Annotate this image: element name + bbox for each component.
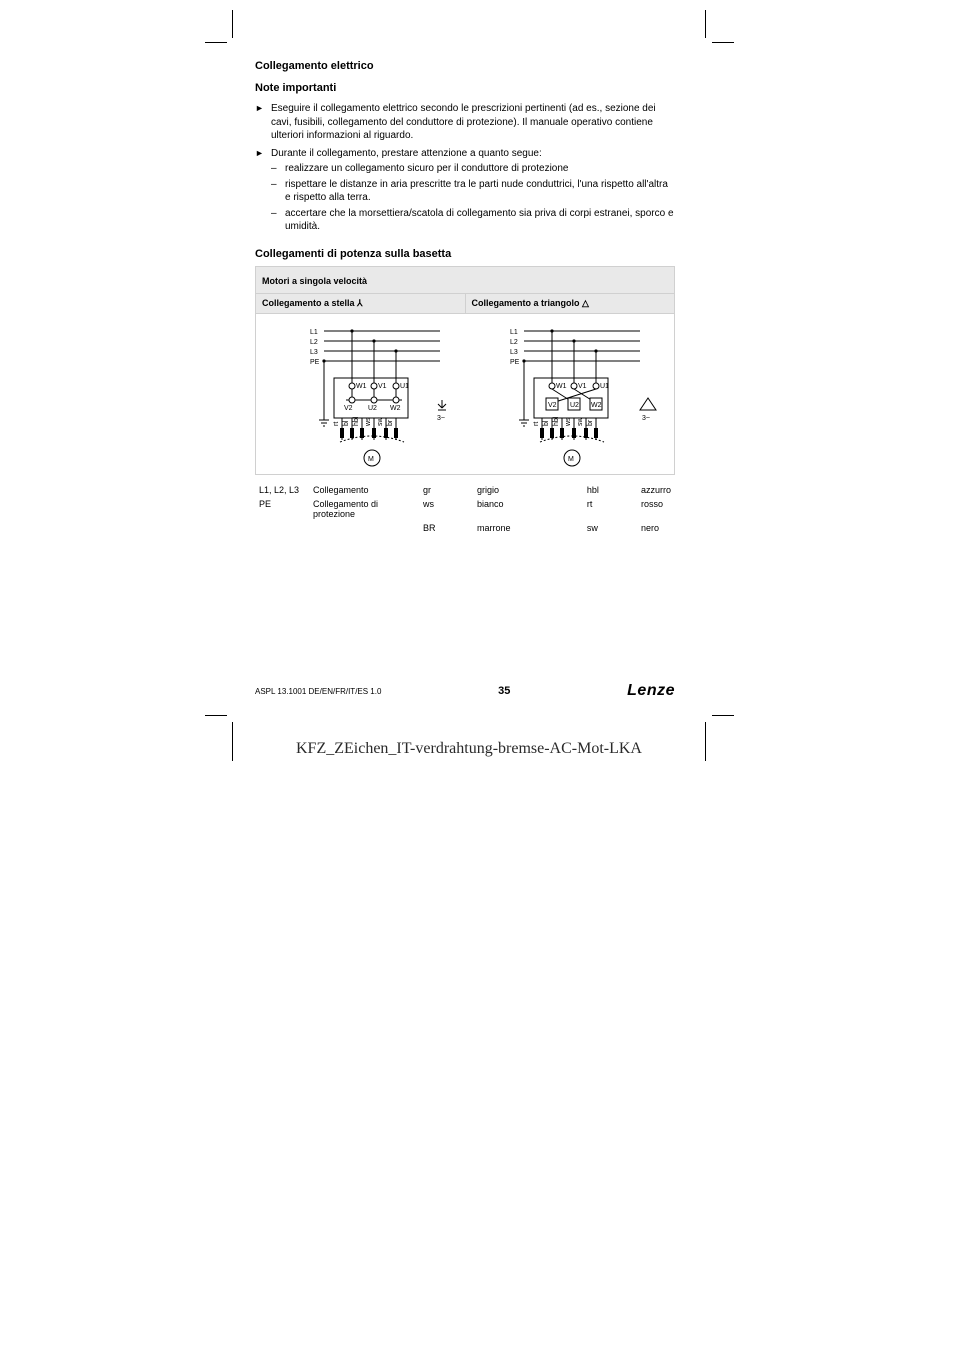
svg-text:W1: W1: [556, 383, 567, 390]
svg-text:sw: sw: [377, 416, 384, 426]
legend-key: PE: [255, 497, 309, 521]
svg-text:ws: ws: [365, 416, 372, 426]
footer-brand-logo: Lenze: [627, 682, 675, 700]
list-item-text: Durante il collegamento, prestare attenz…: [271, 148, 542, 159]
legend-value: azzurro: [637, 483, 675, 497]
svg-text:V1: V1: [378, 383, 387, 390]
crop-mark: [712, 42, 734, 43]
svg-text:M: M: [368, 456, 374, 463]
label-pe: PE: [310, 359, 320, 366]
svg-text:br: br: [587, 419, 594, 426]
crop-mark: [205, 715, 227, 716]
footer-doc-id: ASPL 13.1001 DE/EN/FR/IT/ES 1.0: [255, 687, 381, 696]
svg-text:bl: bl: [343, 420, 350, 426]
dash-list: realizzare un collegamento sicuro per il…: [271, 162, 675, 234]
legend-key: L1, L2, L3: [255, 483, 309, 497]
list-item: realizzare un collegamento sicuro per il…: [271, 162, 675, 176]
svg-text:V2: V2: [548, 402, 557, 409]
svg-text:L3: L3: [510, 349, 518, 356]
list-item: Eseguire il collegamento elettrico secon…: [255, 102, 675, 143]
legend-value: Collegamento di protezione: [309, 497, 419, 521]
svg-text:U2: U2: [368, 405, 377, 412]
legend-value: rosso: [637, 497, 675, 521]
crop-mark: [705, 10, 706, 38]
svg-text:hbl: hbl: [553, 416, 560, 426]
list-item: rispettare le distanze in aria prescritt…: [271, 178, 675, 205]
legend-value: nero: [637, 521, 675, 535]
heading-collegamento-elettrico: Collegamento elettrico: [255, 60, 675, 72]
legend-key: ws: [419, 497, 473, 521]
diagram-header-triangle: Collegamento a triangolo △: [466, 294, 675, 314]
svg-text:rt: rt: [333, 421, 340, 425]
svg-text:V1: V1: [578, 383, 587, 390]
svg-text:M: M: [568, 456, 574, 463]
legend-table: L1, L2, L3 Collegamento gr grigio hbl az…: [255, 483, 675, 535]
caption-band: KFZ_ZEichen_IT-verdrahtung-bremse-AC-Mot…: [232, 740, 706, 758]
legend-value: grigio: [473, 483, 543, 497]
heading-note-importanti: Note importanti: [255, 82, 675, 94]
legend-value: bianco: [473, 497, 543, 521]
legend-key: hbl: [583, 483, 637, 497]
list-item: accertare che la morsettiera/scatola di …: [271, 207, 675, 234]
list-item: Durante il collegamento, prestare attenz…: [255, 147, 675, 234]
svg-text:br: br: [387, 419, 394, 426]
diagram-header-star: Collegamento a stella ⅄: [256, 294, 466, 314]
svg-text:W1: W1: [356, 383, 367, 390]
legend-value: marrone: [473, 521, 543, 535]
svg-text:sw: sw: [577, 416, 584, 426]
svg-text:L1: L1: [510, 329, 518, 336]
legend-key: gr: [419, 483, 473, 497]
legend-key: rt: [583, 497, 637, 521]
page-footer: ASPL 13.1001 DE/EN/FR/IT/ES 1.0 35 Lenze: [255, 682, 675, 700]
svg-text:bl: bl: [543, 420, 550, 426]
svg-text:W2: W2: [390, 405, 401, 412]
bullet-list: Eseguire il collegamento elettrico secon…: [255, 102, 675, 234]
label-l2: L2: [310, 339, 318, 346]
svg-text:3~: 3~: [437, 415, 445, 422]
crop-mark: [232, 10, 233, 38]
legend-key: sw: [583, 521, 637, 535]
crop-mark: [712, 715, 734, 716]
legend-value: Collegamento: [309, 483, 419, 497]
svg-text:ws: ws: [565, 416, 572, 426]
diagram-title: Motori a singola velocità: [262, 276, 367, 286]
svg-text:hbl: hbl: [353, 416, 360, 426]
caption-text: KFZ_ZEichen_IT-verdrahtung-bremse-AC-Mot…: [232, 740, 706, 758]
svg-text:PE: PE: [510, 359, 520, 366]
heading-collegamenti-potenza: Collegamenti di potenza sulla basetta: [255, 248, 675, 260]
footer-page-number: 35: [498, 685, 510, 697]
delta-schematic: L1L2L3PE W1 V1 U1: [466, 314, 676, 474]
wiring-diagram-box: Motori a singola velocità Collegamento a…: [255, 266, 675, 475]
svg-text:L2: L2: [510, 339, 518, 346]
svg-text:W2: W2: [591, 402, 602, 409]
svg-text:3~: 3~: [642, 415, 650, 422]
svg-text:V2: V2: [344, 405, 353, 412]
svg-text:rt: rt: [533, 421, 540, 425]
star-schematic: L1 L2 L3 PE W1 V1: [256, 314, 466, 474]
page-content: Collegamento elettrico Note importanti E…: [255, 60, 675, 535]
svg-text:U2: U2: [570, 402, 579, 409]
crop-mark: [205, 42, 227, 43]
legend-key: BR: [419, 521, 473, 535]
label-l3: L3: [310, 349, 318, 356]
label-l1: L1: [310, 329, 318, 336]
